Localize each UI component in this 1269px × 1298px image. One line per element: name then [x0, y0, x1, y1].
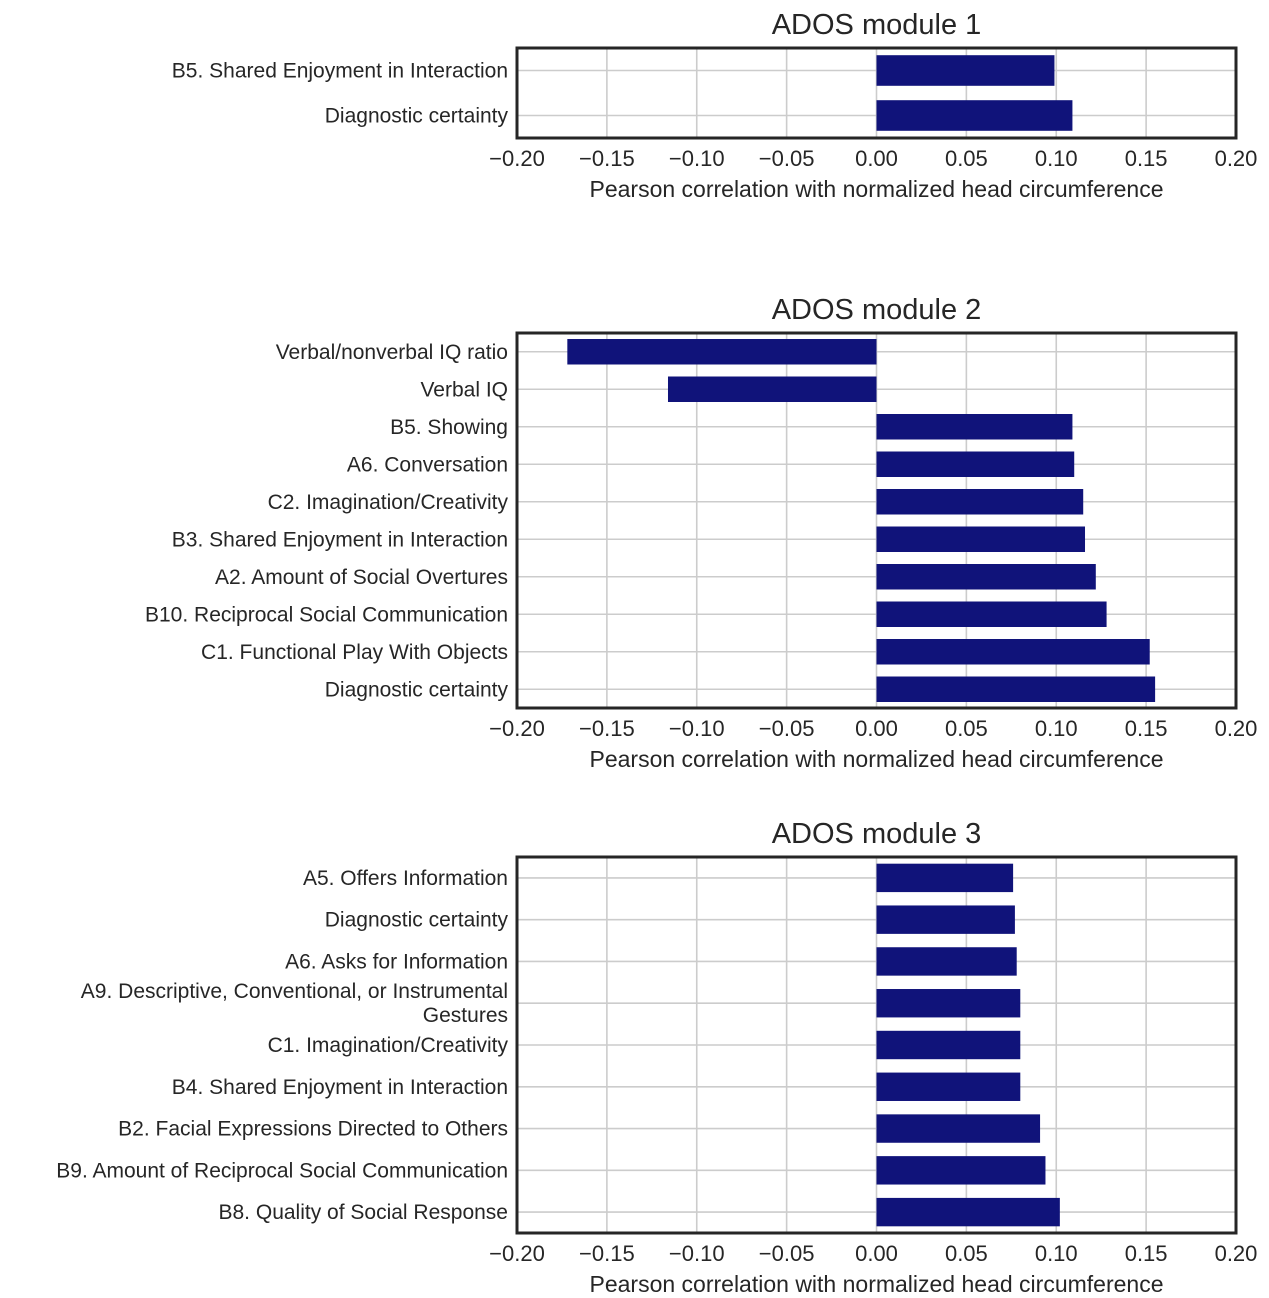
x-tick-label: −0.10	[669, 716, 725, 741]
chart-title: ADOS module 1	[772, 9, 982, 41]
y-tick-label: B4. Shared Enjoyment in Interaction	[172, 1076, 508, 1099]
y-tick-label: A2. Amount of Social Overtures	[215, 566, 508, 589]
y-tick-label: B10. Reciprocal Social Communication	[145, 603, 508, 626]
y-tick-label: B2. Facial Expressions Directed to Other…	[118, 1118, 508, 1141]
y-tick-label: Verbal/nonverbal IQ ratio	[276, 341, 508, 364]
bar	[876, 526, 1086, 552]
y-tick-label: B9. Amount of Reciprocal Social Communic…	[56, 1159, 508, 1182]
x-tick-label: 0.00	[855, 716, 898, 741]
axes-frame	[515, 855, 1238, 1235]
x-axis-label: Pearson correlation with normalized head…	[589, 1271, 1163, 1297]
y-tick-label: B5. Shared Enjoyment in Interaction	[172, 60, 508, 83]
bar	[876, 451, 1075, 477]
x-tick-label: −0.05	[759, 146, 815, 171]
bar	[876, 863, 1014, 893]
bar	[876, 564, 1096, 590]
chart-panel-1: ADOS module 1 B5. Shared Enjoyment in Int…	[172, 9, 1258, 202]
x-axis-label: Pearson correlation with normalized head…	[589, 746, 1163, 772]
bar	[876, 905, 1015, 934]
x-tick-label: −0.15	[579, 716, 635, 741]
x-tick-label: −0.10	[669, 146, 725, 171]
chart-panel-2: ADOS module 2 Verbal/nonverbal IQ ratio Ve…	[145, 294, 1257, 772]
bar	[876, 1030, 1021, 1060]
x-tick-label: 0.10	[1035, 1241, 1078, 1266]
x-tick-label: 0.15	[1125, 146, 1168, 171]
x-tick-label: 0.00	[855, 1241, 898, 1266]
x-tick-label: −0.10	[669, 1241, 725, 1266]
y-tick-label: B3. Shared Enjoyment in Interaction	[172, 528, 508, 551]
y-tick-label: A6. Conversation	[347, 453, 508, 476]
x-tick-label: 0.05	[945, 716, 988, 741]
x-tick-label: −0.05	[759, 716, 815, 741]
axes-frame	[515, 331, 1238, 710]
bar	[876, 1072, 1021, 1101]
bar	[876, 100, 1073, 131]
x-tick-label: 0.10	[1035, 716, 1078, 741]
bar	[567, 339, 877, 365]
bar	[876, 601, 1107, 627]
bar	[667, 376, 877, 402]
x-tick-label: −0.20	[489, 1241, 545, 1266]
chart-panel-3: ADOS module 3 A5. Offers Information Diagn…	[56, 818, 1257, 1297]
x-tick-label: 0.20	[1215, 1241, 1258, 1266]
x-axis-label: Pearson correlation with normalized head…	[589, 176, 1163, 202]
x-tick-label: −0.05	[759, 1241, 815, 1266]
x-tick-label: −0.20	[489, 716, 545, 741]
x-tick-label: 0.20	[1215, 716, 1258, 741]
x-tick-label: −0.20	[489, 146, 545, 171]
y-tick-label: A9. Descriptive, Conventional, or Instru…	[81, 980, 508, 1027]
x-tick-label: −0.15	[579, 146, 635, 171]
bar	[876, 676, 1156, 702]
x-tick-label: 0.10	[1035, 146, 1078, 171]
x-tick-label: 0.15	[1125, 716, 1168, 741]
chart-title: ADOS module 2	[772, 294, 982, 326]
y-tick-label: Verbal IQ	[420, 378, 508, 401]
bar	[876, 55, 1055, 86]
x-tick-label: 0.05	[945, 146, 988, 171]
y-tick-label: Diagnostic certainty	[325, 909, 509, 932]
x-tick-label: 0.20	[1215, 146, 1258, 171]
bar	[876, 1156, 1046, 1185]
y-tick-label: A5. Offers Information	[303, 867, 508, 890]
x-tick-label: 0.05	[945, 1241, 988, 1266]
bar	[876, 947, 1017, 976]
y-tick-label: B5. Showing	[390, 416, 508, 439]
bar	[876, 414, 1073, 440]
chart-title: ADOS module 3	[772, 818, 982, 850]
y-tick-label: B8. Quality of Social Response	[219, 1201, 509, 1224]
x-tick-label: −0.15	[579, 1241, 635, 1266]
axes-frame	[515, 46, 1238, 140]
y-tick-label: Diagnostic certainty	[325, 105, 509, 128]
bar	[876, 1197, 1060, 1227]
bar	[876, 489, 1084, 515]
y-tick-label: A6. Asks for Information	[285, 950, 508, 973]
x-tick-label: 0.00	[855, 146, 898, 171]
y-tick-label: C1. Imagination/Creativity	[268, 1034, 509, 1057]
x-tick-label: 0.15	[1125, 1241, 1168, 1266]
y-tick-label: C2. Imagination/Creativity	[268, 491, 509, 514]
bar	[876, 1114, 1041, 1143]
bar	[876, 639, 1150, 665]
y-tick-label: C1. Functional Play With Objects	[201, 641, 508, 664]
y-tick-label: Diagnostic certainty	[325, 678, 509, 701]
bar	[876, 989, 1021, 1018]
